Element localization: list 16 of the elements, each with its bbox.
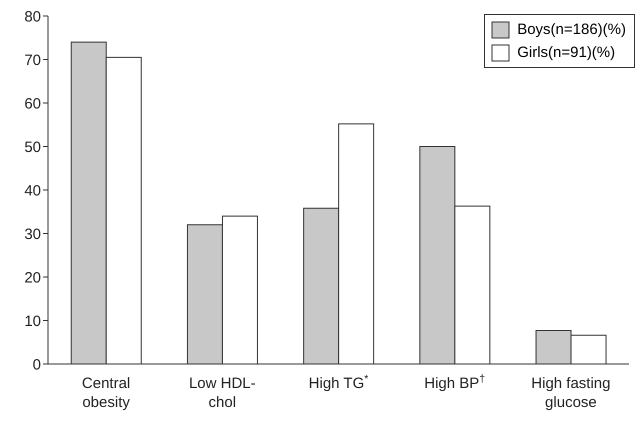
x-tick-label: High fasting glucose xyxy=(531,375,611,411)
y-tick-label: 0 xyxy=(32,356,41,374)
legend-label: Boys(n=186)(%) xyxy=(517,20,626,40)
y-tick-label: 60 xyxy=(24,95,41,112)
legend-label: Girls(n=91)(%) xyxy=(517,43,616,63)
y-tick-label: 50 xyxy=(24,138,41,156)
y-tick-label: 30 xyxy=(24,226,41,243)
y-tick-label: 10 xyxy=(24,312,41,330)
x-tick-label: Central obesity xyxy=(82,375,130,411)
y-tick-label: 70 xyxy=(24,52,41,69)
y-tick-label: 20 xyxy=(24,269,41,286)
x-tick-label: Low HDL-chol xyxy=(188,375,256,411)
y-tick-label: 40 xyxy=(24,182,41,200)
y-tick-label: 80 xyxy=(24,8,41,26)
x-tick-label: High TG$^{*}$ xyxy=(308,373,368,392)
x-tick-label: High BP$^{†}$ xyxy=(424,373,486,392)
